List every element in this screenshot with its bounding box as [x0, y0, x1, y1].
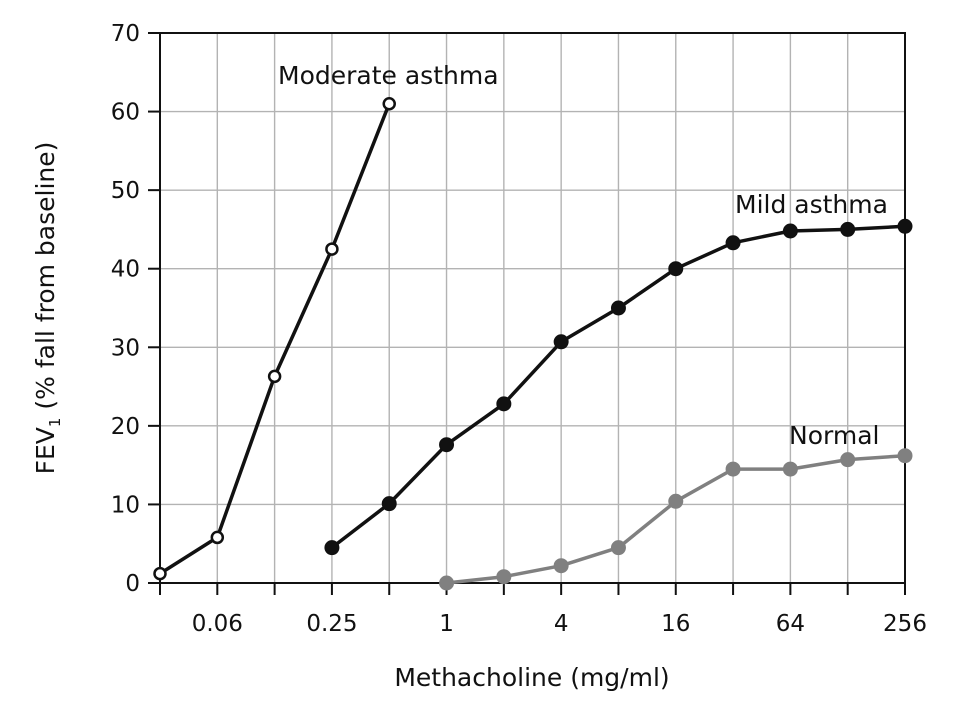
axis-ticks: 0 10 20 30 40 50 60 70 0.06 0.25 1 4 16 64 256: [111, 21, 927, 637]
data-point: [668, 261, 684, 277]
data-point: [725, 235, 741, 251]
y-tick-label: 40: [111, 257, 140, 283]
data-point: [325, 242, 339, 256]
data-point: [496, 569, 512, 585]
data-point: [897, 448, 913, 464]
x-axis-title: Methacholine (mg/ml): [394, 663, 669, 692]
data-point: [382, 96, 396, 111]
data-point: [267, 369, 282, 384]
y-tick-label: 60: [111, 100, 140, 126]
data-point: [496, 396, 512, 412]
data-point: [668, 493, 684, 509]
y-tick-label: 10: [111, 492, 140, 518]
x-tick-label: 64: [776, 611, 805, 637]
data-point: [610, 540, 626, 556]
data-point: [610, 300, 626, 316]
data-point: [840, 452, 856, 468]
series-label-moderate-asthma: Moderate asthma: [278, 61, 499, 90]
x-tick-label: 1: [439, 611, 454, 637]
x-tick-label: 4: [554, 611, 569, 637]
data-point: [153, 566, 167, 581]
y-tick-label: 0: [125, 571, 140, 597]
y-tick-label: 50: [111, 178, 140, 204]
data-point: [782, 223, 798, 239]
series-label-normal: Normal: [789, 421, 879, 450]
data-point: [210, 530, 225, 545]
data-point: [553, 558, 569, 574]
x-tick-label: 16: [661, 611, 690, 637]
data-point: [553, 334, 569, 350]
y-axis-title-subscript: 1: [46, 418, 64, 428]
y-axis-title-prefix: FEV: [31, 427, 60, 474]
x-tick-label: 0.25: [306, 611, 357, 637]
data-series: [153, 96, 913, 591]
x-tick-label: 256: [883, 611, 927, 637]
data-point: [897, 218, 913, 234]
x-tick-label: 0.06: [192, 611, 243, 637]
data-point: [725, 461, 741, 477]
data-point: [439, 575, 455, 591]
plot-frame: [159, 32, 906, 584]
data-point: [324, 540, 340, 556]
y-axis-title: FEV1 (% fall from baseline): [31, 142, 64, 475]
series-label-mild-asthma: Mild asthma: [735, 190, 888, 219]
data-point: [840, 221, 856, 237]
data-point: [439, 437, 455, 453]
y-tick-label: 70: [111, 21, 140, 47]
data-point: [782, 461, 798, 477]
y-tick-label: 30: [111, 335, 140, 361]
data-point: [381, 496, 397, 512]
grid-lines: [160, 33, 905, 583]
y-axis-title-suffix: (% fall from baseline): [31, 142, 60, 418]
y-tick-label: 20: [111, 414, 140, 440]
